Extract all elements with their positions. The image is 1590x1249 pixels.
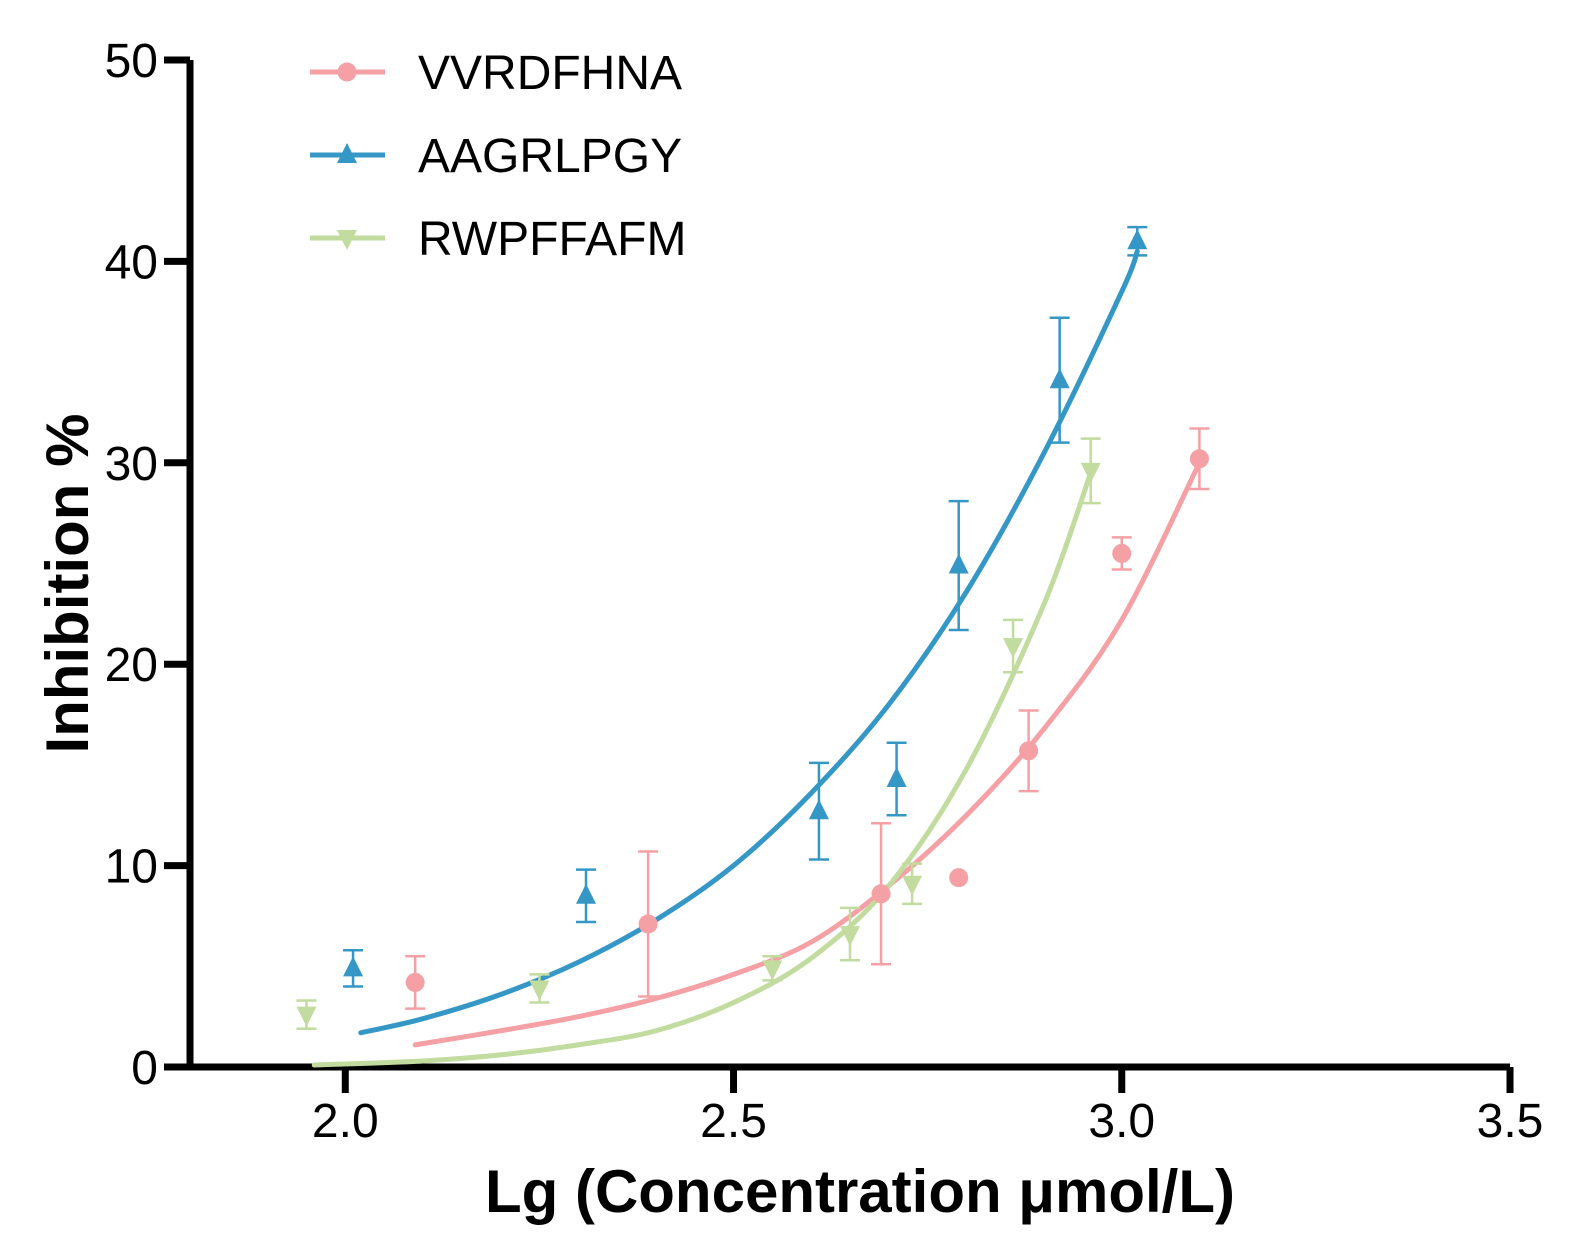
data-point-rwpffafm [840,926,860,947]
data-point-rwpffafm [1080,462,1101,483]
data-point-aagrlpgy [948,553,969,574]
y-tick-label: 40 [105,236,158,289]
legend-marker-aagrlpgy [337,143,357,163]
y-tick-label: 10 [105,841,158,894]
data-point-rwpffafm [902,875,923,896]
y-tick-label: 30 [105,438,158,491]
data-point-aagrlpgy [343,956,364,977]
data-point-vvrdfhna [405,972,425,992]
data-point-rwpffafm [529,980,550,1001]
data-point-rwpffafm [1003,638,1024,659]
legend-label-rwpffafm: RWPFFAFM [418,213,686,266]
data-point-aagrlpgy [808,799,829,820]
data-point-vvrdfhna [871,884,891,904]
y-tick-label: 0 [131,1042,158,1095]
data-point-rwpffafm [296,1006,317,1027]
legend-marker-vvrdfhna [337,62,357,82]
axes: 0 10 20 30 40 50 2.0 2.5 3.0 3.5 [105,35,1544,1148]
x-tick-label: 2.0 [312,1095,379,1148]
data-point-vvrdfhna [1019,741,1039,761]
data-point-vvrdfhna [1112,543,1132,563]
x-tick-label: 3.0 [1088,1095,1155,1148]
x-axis-title: Lg (Concentration μmol/L) [485,1158,1235,1225]
fit-curve-rwpffafm [311,470,1094,1068]
data-point-aagrlpgy [1127,229,1148,250]
data-point-aagrlpgy [886,766,907,787]
data-point-vvrdfhna [638,914,658,934]
fit-curve-vvrdfhna [412,460,1202,1048]
legend-marker-rwpffafm [337,230,357,250]
y-tick-label: 50 [105,35,158,88]
y-tick-label: 20 [105,639,158,692]
data-point-vvrdfhna [949,868,969,888]
legend-label-aagrlpgy: AAGRLPGY [418,130,682,183]
data-point-aagrlpgy [576,883,596,904]
data-point-rwpffafm [762,960,783,981]
data-point-aagrlpgy [1049,368,1070,389]
x-tick-label: 3.5 [1477,1095,1544,1148]
legend: VVRDFHNA AAGRLPGY RWPFFAFM [310,47,686,266]
y-axis-title: Inhibition % [34,414,101,754]
data-point-vvrdfhna [1189,449,1209,469]
data-points [296,225,1210,1030]
fit-curve-aagrlpgy [358,248,1140,1036]
x-tick-label: 2.5 [700,1095,767,1148]
fit-curves [311,248,1202,1068]
legend-label-vvrdfhna: VVRDFHNA [418,47,682,100]
